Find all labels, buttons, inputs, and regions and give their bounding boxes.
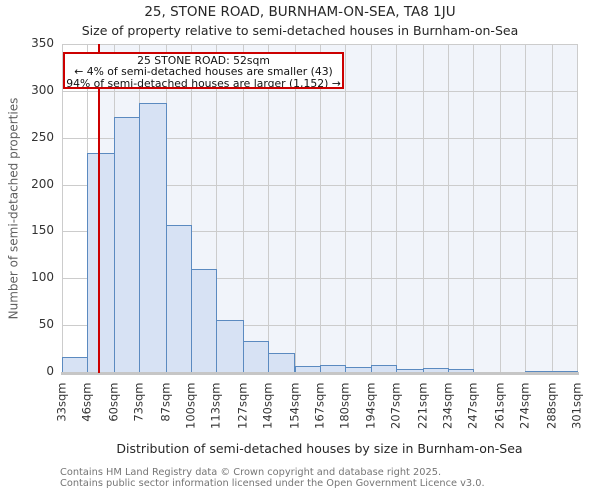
histogram-bar (190, 268, 217, 373)
y-tick-label: 100 (31, 270, 54, 285)
gridline-vertical (473, 44, 475, 372)
histogram-bar (87, 152, 115, 373)
y-tick-label: 0 (46, 364, 54, 378)
property-annotation-box: 25 STONE ROAD: 52sqm ← 4% of semi-detach… (63, 52, 344, 89)
y-tick-label: 150 (31, 223, 54, 238)
gridline-vertical (577, 44, 578, 372)
histogram-bar (138, 103, 167, 373)
attribution-footer: Contains HM Land Registry data © Crown c… (60, 467, 600, 490)
gridline-vertical (448, 44, 450, 372)
gridline-vertical (190, 44, 192, 372)
annotation-larger-line: 94% of semi-detached houses are larger (… (66, 76, 341, 89)
y-tick-label: 300 (31, 82, 54, 97)
footer-line-2: Contains public sector information licen… (60, 477, 485, 489)
gridline-vertical (242, 44, 244, 372)
gridline-vertical (423, 44, 425, 372)
histogram-bar (267, 353, 296, 373)
property-marker-line (97, 44, 100, 373)
histogram-bar (242, 341, 269, 373)
histogram-bar (165, 224, 192, 373)
histogram-bar (215, 319, 244, 373)
y-tick-label: 200 (31, 176, 54, 191)
histogram-bar (62, 357, 88, 373)
histogram-bar (113, 117, 140, 373)
gridline-vertical (62, 44, 63, 372)
annotation-property-line: 25 STONE ROAD: 52sqm (137, 54, 270, 67)
footer-line-1: Contains HM Land Registry data © Crown c… (60, 467, 442, 478)
y-tick-label: 50 (38, 317, 54, 332)
gridline-vertical (294, 44, 296, 372)
gridline-vertical (215, 44, 217, 372)
gridline-vertical (371, 44, 373, 372)
y-tick-label: 350 (31, 36, 54, 50)
annotation-smaller-line: ← 4% of semi-detached houses are smaller… (74, 65, 333, 79)
gridline-vertical (267, 44, 269, 372)
gridline-vertical (525, 44, 527, 372)
x-axis-label: Distribution of semi-detached houses by … (116, 441, 523, 456)
gridline-vertical (396, 44, 398, 372)
chart-subtitle: Size of property relative to semi-detach… (81, 23, 519, 38)
chart-title: 25, STONE ROAD, BURNHAM-ON-SEA, TA8 1JU (144, 4, 456, 20)
x-axis-line (61, 372, 579, 375)
gridline-vertical (500, 44, 502, 372)
y-tick-label: 250 (31, 129, 54, 144)
gridline-vertical (552, 44, 553, 372)
gridline-vertical (344, 44, 346, 372)
gridline-vertical (319, 44, 321, 372)
